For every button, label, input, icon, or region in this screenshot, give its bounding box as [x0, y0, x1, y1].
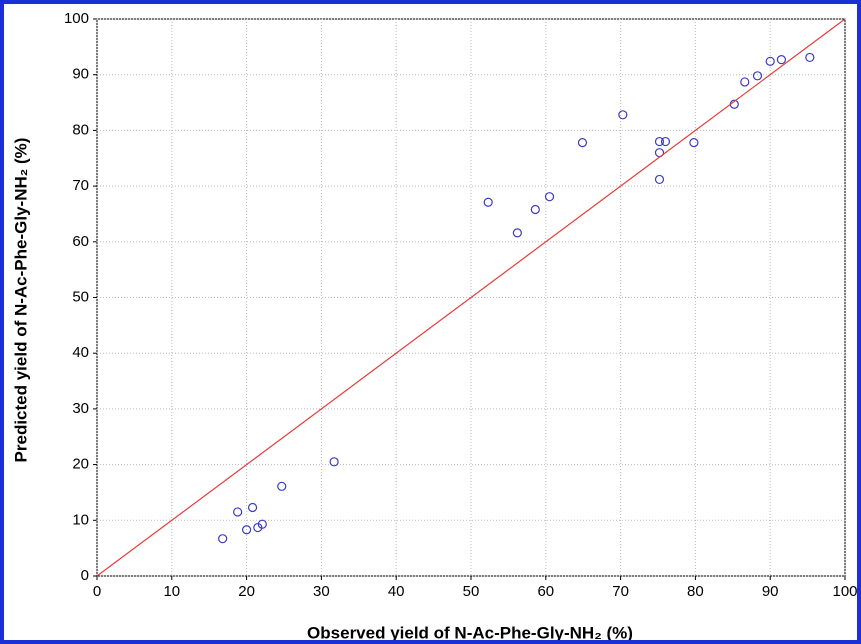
y-tick-label: 10 — [72, 511, 89, 528]
x-tick-label: 80 — [687, 583, 704, 600]
y-tick-label: 100 — [64, 10, 89, 27]
x-tick-label: 0 — [93, 583, 101, 600]
y-tick-label: 50 — [72, 288, 89, 305]
x-tick-label: 10 — [163, 583, 180, 600]
x-tick-label: 90 — [762, 583, 779, 600]
point — [765, 56, 775, 66]
point — [689, 138, 699, 148]
point — [247, 502, 258, 513]
x-tick-label: 70 — [612, 583, 629, 600]
point — [805, 52, 815, 63]
x-tick-label: 40 — [388, 583, 405, 600]
point — [512, 228, 522, 238]
point — [544, 192, 555, 202]
point — [618, 110, 628, 120]
point — [776, 55, 787, 65]
x-tick-label: 50 — [463, 583, 480, 600]
point — [654, 174, 665, 185]
x-tick-label: 30 — [313, 583, 330, 600]
point — [233, 507, 243, 517]
point — [218, 534, 228, 544]
y-tick-label: 60 — [72, 233, 89, 250]
y-tick-label: 70 — [72, 177, 89, 194]
y-tick-label: 30 — [72, 400, 89, 417]
point — [530, 204, 540, 215]
x-tick-label: 100 — [832, 583, 857, 600]
point — [577, 138, 588, 148]
y-axis-label: Predicted yield of N-Ac-Phe-Gly-NH₂ (%) — [11, 138, 30, 463]
point — [654, 136, 665, 147]
point — [752, 71, 763, 81]
y-tick-label: 40 — [72, 344, 89, 361]
y-tick-label: 20 — [72, 456, 89, 473]
x-tick-label: 60 — [537, 583, 554, 600]
point — [660, 136, 671, 147]
point — [329, 457, 339, 467]
point — [242, 525, 252, 535]
point — [483, 197, 493, 207]
point — [740, 77, 750, 87]
x-axis-label: Observed yield of N-Ac-Phe-Gly-NH₂ (%) — [307, 623, 633, 642]
reference-line — [96, 18, 846, 577]
point — [277, 481, 287, 491]
y-tick-label: 0 — [81, 567, 89, 584]
y-tick-label: 90 — [72, 66, 89, 83]
y-tick-label: 80 — [72, 121, 89, 138]
point — [257, 519, 267, 529]
x-tick-label: 20 — [238, 583, 255, 600]
